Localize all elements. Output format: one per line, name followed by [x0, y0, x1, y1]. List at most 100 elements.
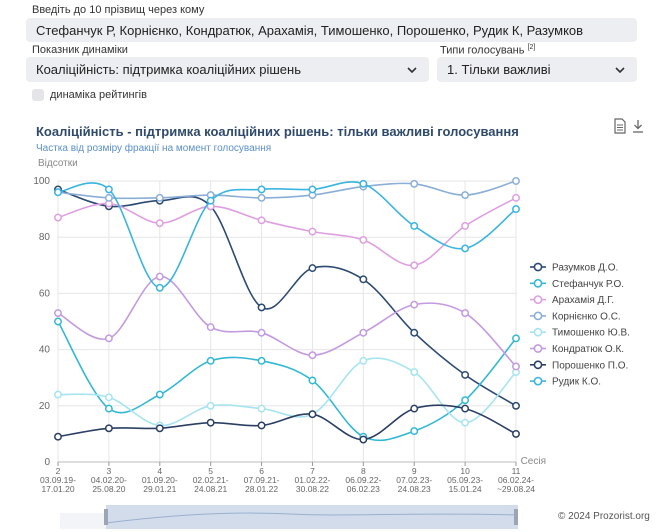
series-line[interactable]	[57, 188, 517, 407]
series-line[interactable]	[57, 275, 517, 368]
data-point[interactable]	[512, 401, 520, 410]
data-point[interactable]	[512, 193, 520, 202]
data-point[interactable]	[461, 418, 470, 427]
data-point[interactable]	[410, 427, 419, 436]
data-point[interactable]	[461, 404, 470, 413]
data-point[interactable]	[308, 227, 317, 236]
series-line[interactable]	[57, 404, 517, 441]
legend-item[interactable]: Порошенко П.О.	[552, 360, 628, 371]
data-point[interactable]	[54, 188, 62, 197]
data-point[interactable]	[257, 216, 266, 225]
data-point[interactable]	[257, 185, 266, 194]
data-point[interactable]	[461, 309, 470, 318]
data-point[interactable]	[206, 323, 215, 332]
series-line[interactable]	[57, 181, 517, 289]
legend-item[interactable]: Арахамія Д.Г.	[552, 295, 614, 306]
data-point[interactable]	[410, 328, 419, 337]
data-point[interactable]	[54, 309, 62, 318]
data-point[interactable]	[206, 418, 215, 427]
data-point[interactable]	[359, 179, 368, 188]
legend-item[interactable]: Рудик К.О.	[552, 377, 601, 388]
data-point[interactable]	[54, 390, 62, 399]
data-point[interactable]	[359, 236, 368, 244]
data-point[interactable]	[359, 356, 368, 365]
data-point[interactable]	[155, 424, 164, 433]
data-point[interactable]	[308, 264, 317, 273]
data-point[interactable]	[359, 275, 368, 284]
data-point[interactable]	[461, 244, 470, 253]
data-point[interactable]	[308, 410, 317, 419]
legend-item[interactable]: Корнієнко О.С.	[552, 311, 621, 322]
series-line[interactable]	[57, 357, 517, 427]
legend-swatch-marker	[533, 278, 543, 288]
data-point[interactable]	[461, 396, 470, 405]
data-point[interactable]	[155, 219, 164, 228]
data-point[interactable]	[308, 376, 317, 385]
data-point[interactable]	[155, 390, 164, 399]
data-point[interactable]	[257, 303, 266, 312]
data-point[interactable]	[512, 429, 520, 438]
data-point[interactable]	[257, 328, 266, 337]
data-point[interactable]	[54, 432, 62, 441]
data-point[interactable]	[104, 185, 113, 194]
indicator-select[interactable]: Коаліційність: підтримка коаліційних ріш…	[26, 57, 429, 82]
data-point[interactable]	[410, 261, 419, 270]
navigator-right-handle[interactable]	[514, 509, 518, 525]
data-point[interactable]	[410, 300, 419, 309]
series-line[interactable]	[57, 321, 517, 442]
data-point[interactable]	[155, 272, 164, 281]
x-tick-label: 17.01.20	[41, 484, 74, 494]
data-point[interactable]	[155, 283, 164, 292]
x-tick-label: 01.09.20-	[142, 475, 178, 485]
data-point[interactable]	[461, 191, 470, 200]
data-point[interactable]	[206, 196, 215, 205]
data-point[interactable]	[104, 424, 113, 433]
search-input[interactable]: Стефанчук Р, Корнієнко, Кондратюк, Араха…	[26, 18, 637, 42]
data-point[interactable]	[54, 213, 62, 222]
data-point[interactable]	[359, 435, 368, 444]
navigator-left-handle[interactable]	[104, 509, 108, 525]
data-point[interactable]	[512, 362, 520, 371]
data-point[interactable]	[206, 401, 215, 410]
data-point[interactable]	[461, 370, 470, 379]
data-point[interactable]	[512, 205, 520, 214]
data-point[interactable]	[104, 334, 113, 343]
legend-item[interactable]: Стефанчук Р.О.	[552, 278, 624, 290]
data-point[interactable]	[257, 356, 266, 365]
ratings-checkbox-row[interactable]: динаміка рейтингів	[32, 89, 147, 101]
data-point[interactable]	[410, 222, 419, 230]
y-tick-label: 0	[44, 457, 50, 468]
data-point[interactable]	[461, 222, 470, 230]
data-point[interactable]	[512, 177, 520, 185]
data-point[interactable]	[308, 185, 317, 194]
data-point[interactable]	[308, 351, 317, 360]
legend-item[interactable]: Тимошенко Ю.В.	[552, 328, 630, 339]
series-line[interactable]	[57, 197, 517, 267]
legend-item[interactable]: Разумков Д.О.	[552, 263, 618, 274]
data-point[interactable]	[512, 334, 520, 343]
data-point[interactable]	[206, 356, 215, 365]
data-point[interactable]	[257, 421, 266, 430]
document-icon[interactable]	[613, 118, 627, 134]
data-point[interactable]	[54, 317, 62, 326]
data-point[interactable]	[104, 193, 113, 202]
vote-type-footnote[interactable]: [2]	[527, 44, 536, 51]
data-point[interactable]	[155, 193, 164, 202]
data-point[interactable]	[104, 404, 113, 413]
data-point[interactable]	[410, 368, 419, 377]
data-point[interactable]	[104, 393, 113, 402]
series-line[interactable]	[57, 180, 517, 200]
vote-type-select[interactable]: 1. Тільки важливі	[437, 57, 637, 82]
data-point[interactable]	[410, 404, 419, 413]
legend-item[interactable]: Кондратюк О.К.	[552, 344, 624, 355]
data-point[interactable]	[359, 328, 368, 337]
vote-type-select-value: 1. Тільки важливі	[447, 62, 551, 77]
y-tick-label: 20	[39, 401, 51, 412]
download-icon[interactable]	[631, 118, 645, 134]
data-point[interactable]	[257, 404, 266, 413]
data-point[interactable]	[257, 193, 266, 202]
range-navigator[interactable]	[60, 505, 518, 529]
navigator-selection[interactable]	[106, 505, 518, 529]
ratings-checkbox[interactable]	[32, 89, 44, 101]
data-point[interactable]	[410, 179, 419, 188]
